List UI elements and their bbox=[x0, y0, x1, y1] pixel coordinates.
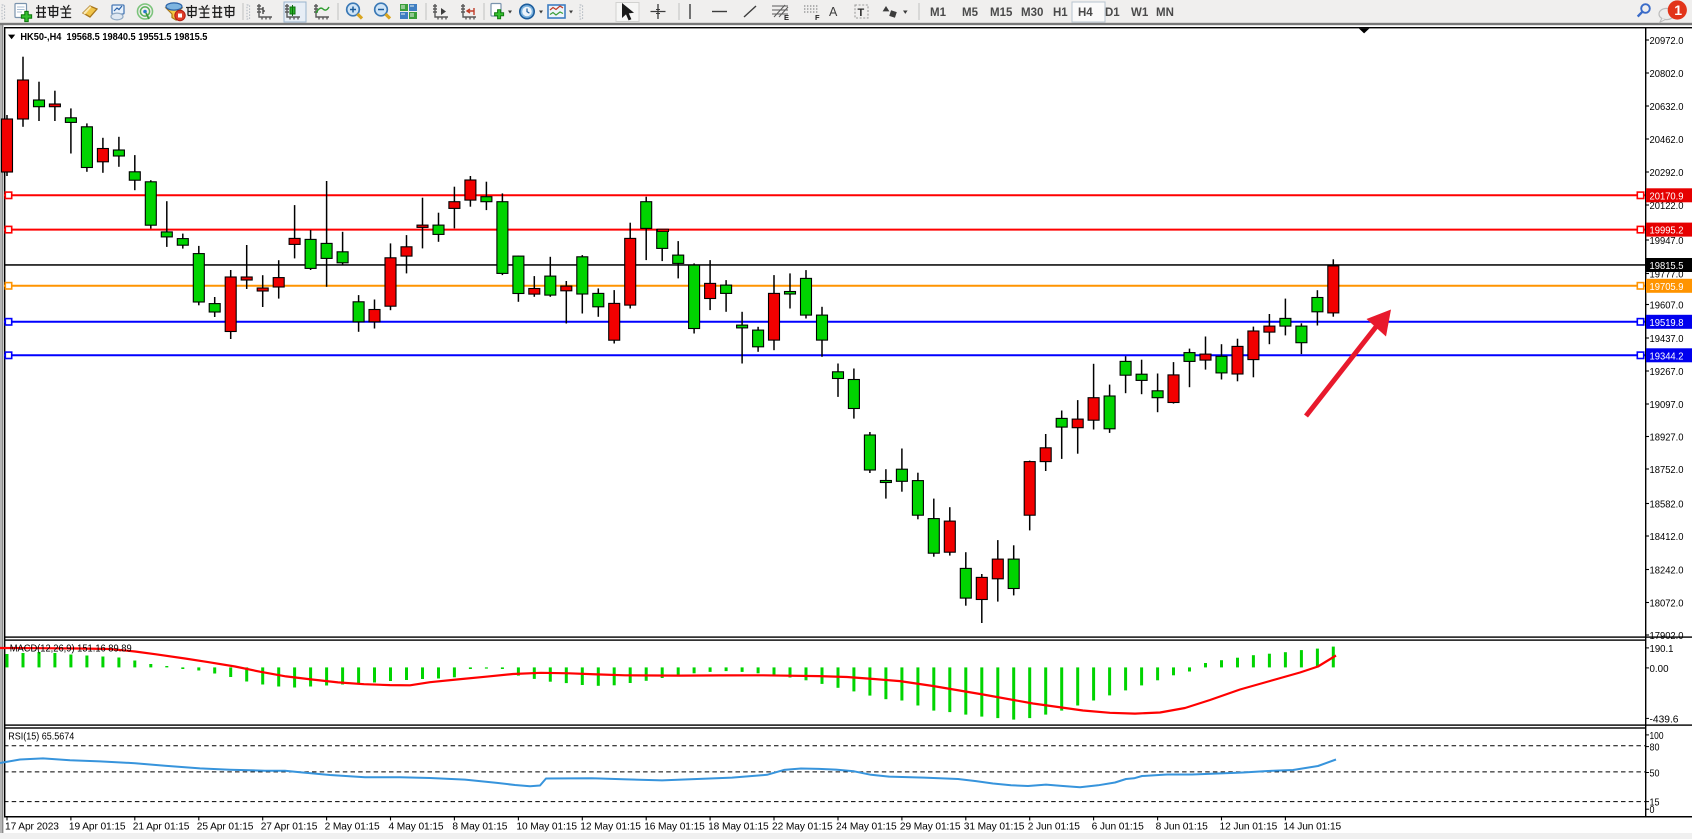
svg-text:19344.2: 19344.2 bbox=[1650, 351, 1684, 362]
svg-text:20462.0: 20462.0 bbox=[1650, 135, 1684, 146]
svg-text:17 Apr 2023: 17 Apr 2023 bbox=[5, 822, 59, 833]
svg-text:12 May 01:15: 12 May 01:15 bbox=[580, 822, 641, 833]
svg-text:4 May 01:15: 4 May 01:15 bbox=[389, 822, 444, 833]
svg-text:19995.2: 19995.2 bbox=[1650, 226, 1684, 237]
svg-text:RSI(15) 65.5674: RSI(15) 65.5674 bbox=[8, 731, 75, 742]
svg-text:27 Apr 01:15: 27 Apr 01:15 bbox=[261, 822, 318, 833]
svg-text:10 May 01:15: 10 May 01:15 bbox=[516, 822, 577, 833]
svg-text:15: 15 bbox=[1650, 798, 1660, 809]
svg-text:2 May 01:15: 2 May 01:15 bbox=[325, 822, 380, 833]
svg-text:20170.9: 20170.9 bbox=[1650, 191, 1684, 202]
svg-text:100: 100 bbox=[1650, 731, 1664, 742]
svg-text:18927.0: 18927.0 bbox=[1650, 432, 1684, 443]
svg-text:25 Apr 01:15: 25 Apr 01:15 bbox=[197, 822, 254, 833]
svg-text:HK50-,H4 19568.5 19840.5 1955: HK50-,H4 19568.5 19840.5 19551.5 19815.5 bbox=[20, 32, 207, 43]
svg-text:19519.8: 19519.8 bbox=[1650, 318, 1684, 329]
svg-text:31 May 01:15: 31 May 01:15 bbox=[964, 822, 1025, 833]
svg-text:MACD(12,26,9) 151.16 89.89: MACD(12,26,9) 151.16 89.89 bbox=[10, 644, 132, 655]
svg-text:D1: D1 bbox=[1105, 7, 1120, 19]
svg-text:18752.0: 18752.0 bbox=[1650, 465, 1684, 476]
svg-text:6 Jun 01:15: 6 Jun 01:15 bbox=[1092, 822, 1145, 833]
svg-text:19607.0: 19607.0 bbox=[1650, 300, 1684, 311]
svg-text:M5: M5 bbox=[962, 7, 979, 19]
svg-text:1: 1 bbox=[1674, 2, 1682, 18]
svg-text:8 May 01:15: 8 May 01:15 bbox=[452, 822, 507, 833]
svg-text:190.1: 190.1 bbox=[1650, 644, 1674, 655]
svg-text:18582.0: 18582.0 bbox=[1650, 499, 1684, 510]
svg-text:21 Apr 01:15: 21 Apr 01:15 bbox=[133, 822, 190, 833]
svg-text:A: A bbox=[829, 5, 838, 19]
svg-text:M15: M15 bbox=[990, 7, 1013, 19]
svg-text:2 Jun 01:15: 2 Jun 01:15 bbox=[1028, 822, 1081, 833]
svg-text:19705.9: 19705.9 bbox=[1650, 282, 1684, 293]
svg-text:M1: M1 bbox=[930, 7, 947, 19]
svg-text:50: 50 bbox=[1650, 768, 1660, 779]
svg-text:16 May 01:15: 16 May 01:15 bbox=[644, 822, 705, 833]
svg-text:18 May 01:15: 18 May 01:15 bbox=[708, 822, 769, 833]
svg-text:M30: M30 bbox=[1021, 7, 1043, 19]
svg-text:20122.0: 20122.0 bbox=[1650, 201, 1684, 212]
svg-text:W1: W1 bbox=[1131, 7, 1149, 19]
svg-text:29 May 01:15: 29 May 01:15 bbox=[900, 822, 961, 833]
svg-text:F: F bbox=[815, 13, 820, 22]
svg-text:80: 80 bbox=[1650, 743, 1660, 754]
svg-text:19815.5: 19815.5 bbox=[1650, 261, 1684, 272]
svg-text:17902.0: 17902.0 bbox=[1650, 631, 1684, 642]
svg-text:20972.0: 20972.0 bbox=[1650, 36, 1684, 47]
svg-text:14 Jun 01:15: 14 Jun 01:15 bbox=[1283, 822, 1341, 833]
svg-text:18072.0: 18072.0 bbox=[1650, 598, 1684, 609]
svg-text:-439.6: -439.6 bbox=[1650, 714, 1679, 725]
svg-text:0: 0 bbox=[1650, 805, 1655, 816]
svg-text:19437.0: 19437.0 bbox=[1650, 334, 1684, 345]
svg-text:12 Jun 01:15: 12 Jun 01:15 bbox=[1220, 822, 1278, 833]
svg-text:18412.0: 18412.0 bbox=[1650, 532, 1684, 543]
svg-text:19947.0: 19947.0 bbox=[1650, 236, 1684, 247]
svg-text:8 Jun 01:15: 8 Jun 01:15 bbox=[1156, 822, 1209, 833]
svg-text:20632.0: 20632.0 bbox=[1650, 102, 1684, 113]
svg-text:18242.0: 18242.0 bbox=[1650, 565, 1684, 576]
svg-text:T: T bbox=[858, 7, 865, 19]
svg-text:20802.0: 20802.0 bbox=[1650, 69, 1684, 80]
svg-text:0.00: 0.00 bbox=[1650, 664, 1669, 675]
svg-text:19 Apr 01:15: 19 Apr 01:15 bbox=[69, 822, 126, 833]
svg-text:24 May 01:15: 24 May 01:15 bbox=[836, 822, 897, 833]
svg-text:H1: H1 bbox=[1053, 7, 1068, 19]
svg-text:22 May 01:15: 22 May 01:15 bbox=[772, 822, 833, 833]
svg-text:MN: MN bbox=[1156, 7, 1174, 19]
svg-text:E: E bbox=[784, 13, 789, 22]
svg-text:19267.0: 19267.0 bbox=[1650, 367, 1684, 378]
svg-text:20292.0: 20292.0 bbox=[1650, 168, 1684, 179]
svg-text:H4: H4 bbox=[1078, 7, 1093, 19]
svg-text:19777.0: 19777.0 bbox=[1650, 269, 1684, 280]
svg-text:19097.0: 19097.0 bbox=[1650, 400, 1684, 411]
